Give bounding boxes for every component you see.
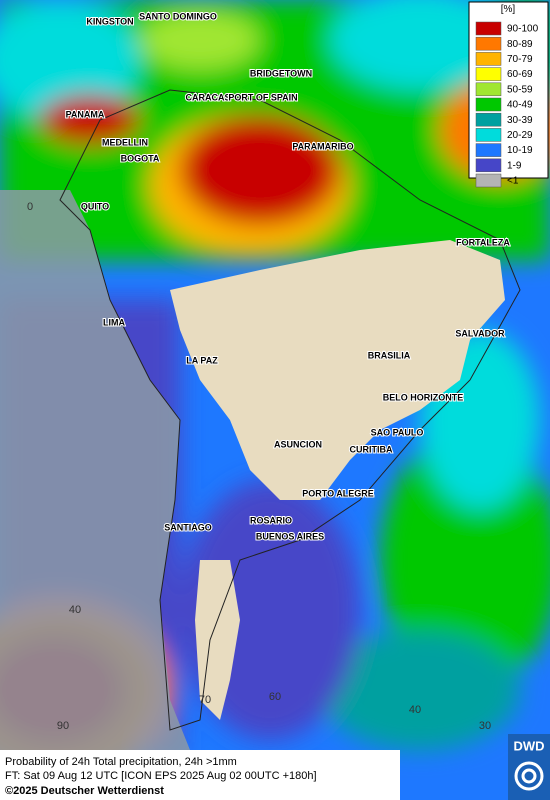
city-label: LA PAZ [186,355,218,365]
city-label: PANAMA [66,109,105,119]
city-label: QUITO [81,201,109,211]
legend-label: 50-59 [507,84,533,95]
grid-label: 0 [27,201,33,213]
labels: KINGSTON SANTO DOMINGOBRIDGETOWNCARACASPO… [27,10,511,732]
legend-swatch [475,36,502,51]
legend-swatch [475,158,502,173]
legend-label: 90-100 [507,24,539,35]
legend-items: 90-100 80-89 70-79 60-69 50-59 40-49 30-39 20-2… [475,21,539,188]
city-label: CARACAS [186,92,231,102]
legend-label: <1 [507,176,519,187]
legend-swatch [475,173,502,188]
grid-label: 90 [57,720,69,732]
city-label: PORT OF SPAIN [228,92,297,102]
city-label: SAO PAULO [371,427,424,437]
legend-swatch [475,143,502,157]
legend-label: 80-89 [507,39,533,50]
city-label: LIMA [103,317,125,327]
city-label: FORTALEZA [456,237,510,247]
legend-swatch [475,112,502,127]
city-label: CURITIBA [350,444,393,454]
legend-swatch [475,128,502,142]
legend-label: 70-79 [507,54,533,65]
legend-label: 30-39 [507,115,533,126]
dry-land [170,240,505,500]
grid-label: 60 [269,691,281,703]
legend-swatch [475,97,502,112]
legend-title: [%] [501,4,516,15]
grid-label: 30 [479,720,491,732]
logo-swirl [514,761,544,791]
logo-swirl-inner [521,768,537,784]
grid-label: 40 [409,704,421,716]
legend-label: 10-19 [507,145,533,156]
legend-swatch [475,21,502,36]
logo-text: DWD [513,738,544,753]
footer-forecast: FT: Sat 09 Aug 12 UTC [ICON EPS 2025 Aug… [5,770,317,782]
city-label: BRASILIA [368,350,411,360]
dry-land-south [195,560,240,720]
legend-label: 1-9 [507,160,522,171]
city-label: KINGSTON [86,16,133,26]
city-label: BRIDGETOWN [250,68,312,78]
city-label: BELO HORIZONTE [383,392,464,402]
city-label: SALVADOR [455,328,505,338]
city-label: ROSARIO [250,515,292,525]
grid-label: 70 [199,694,211,706]
grid-label: 40 [69,604,81,616]
footer-title: Probability of 24h Total precipitation, … [5,756,237,768]
city-label: PORTO ALEGRE [302,488,374,498]
city-label: PARAMARIBO [292,141,353,151]
legend-label: 20-29 [507,130,533,141]
legend-label: 60-69 [507,69,533,80]
legend-swatch [475,52,502,66]
city-label: SANTO DOMINGO [139,11,217,21]
legend-swatch [475,82,502,97]
coastline [59,89,521,731]
legend-label: 40-49 [507,100,533,111]
city-label: BUENOS AIRES [256,531,324,541]
pacific-dry [0,190,190,750]
footer-box [0,750,400,800]
legend-swatch [475,67,502,81]
city-label: BOGOTA [121,153,160,163]
footer-copyright: ©2025 Deutscher Wetterdienst [5,785,164,797]
city-label: MEDELLIN [102,137,148,147]
city-label: ASUNCION [274,439,322,449]
city-label: SANTIAGO [164,522,212,532]
